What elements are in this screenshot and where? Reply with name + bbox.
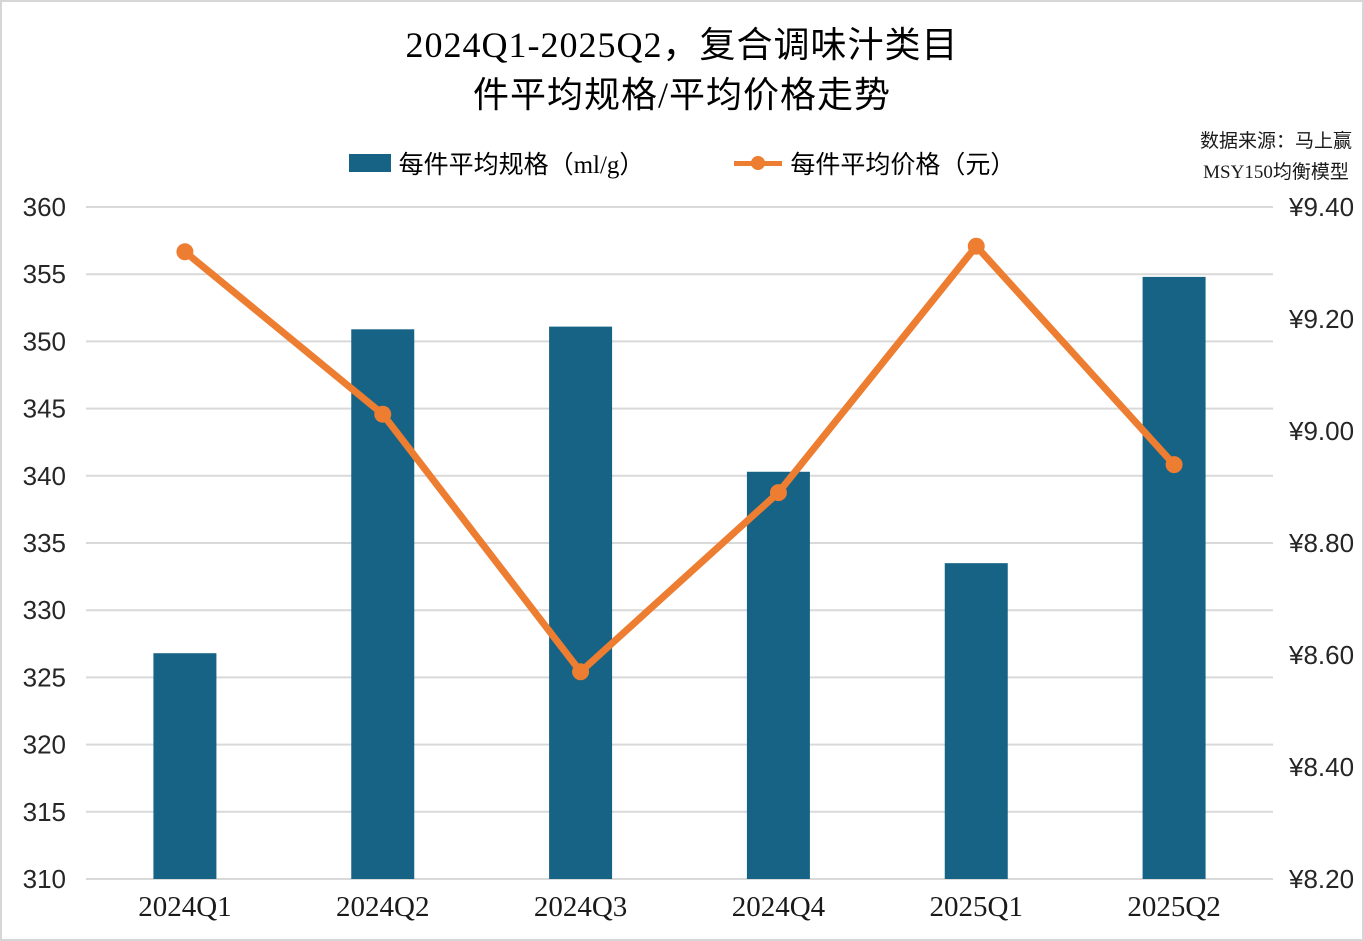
- bar: [1142, 276, 1206, 879]
- left-axis-tick-label: 330: [23, 595, 66, 625]
- data-source-line1: 数据来源：马上赢: [1199, 131, 1352, 152]
- line-dot-swatch-icon: [734, 156, 783, 170]
- right-axis-tick-label: ¥9.40: [1288, 192, 1354, 222]
- bar-swatch-icon: [348, 154, 391, 172]
- data-source: 数据来源：马上赢 MSY150均衡模型: [1200, 126, 1352, 188]
- left-axis-tick-label: 340: [23, 461, 66, 491]
- bar: [549, 326, 613, 880]
- legend: 每件平均规格（ml/g） 每件平均价格（元）: [2, 145, 1362, 181]
- x-axis-label: 2024Q4: [732, 891, 826, 923]
- left-axis-tick-label: 310: [23, 864, 66, 894]
- left-axis-tick-label: 355: [23, 259, 66, 289]
- right-axis-tick-label: ¥9.00: [1288, 416, 1354, 446]
- x-axis-label: 2025Q2: [1127, 891, 1220, 923]
- price-point: [967, 237, 985, 255]
- left-axis-tick-label: 325: [23, 662, 66, 692]
- bar: [153, 653, 217, 879]
- chart-title-line2: 件平均规格/平均价格走势: [472, 75, 891, 115]
- right-axis-tick-label: ¥8.80: [1288, 528, 1354, 558]
- bar: [944, 563, 1008, 879]
- legend-label-avg-spec: 每件平均规格（ml/g）: [398, 152, 645, 179]
- price-point: [1165, 456, 1183, 474]
- price-point: [374, 405, 392, 423]
- bar: [746, 471, 810, 879]
- right-axis-tick-label: ¥8.40: [1288, 752, 1354, 782]
- price-point: [769, 484, 787, 502]
- price-point: [572, 663, 590, 681]
- price-point: [176, 243, 194, 261]
- left-axis-tick-label: 345: [23, 394, 66, 424]
- right-axis-tick-label: ¥9.20: [1288, 304, 1354, 334]
- x-axis-label: 2024Q3: [534, 891, 627, 923]
- x-axis-label: 2025Q1: [930, 891, 1023, 923]
- data-source-line2: MSY150均衡模型: [1203, 162, 1349, 183]
- right-axis-tick-label: ¥8.20: [1288, 864, 1354, 894]
- x-axis-label: 2024Q2: [336, 891, 429, 923]
- x-axis-label: 2024Q1: [138, 891, 231, 923]
- left-axis-tick-label: 360: [23, 192, 66, 222]
- chart-title-line1: 2024Q1-2025Q2，复合调味汁类目: [405, 25, 959, 65]
- legend-item-avg-price: 每件平均价格（元）: [734, 145, 1015, 181]
- legend-label-avg-price: 每件平均价格（元）: [790, 152, 1016, 179]
- legend-item-avg-spec: 每件平均规格（ml/g）: [348, 145, 645, 181]
- line-dot-swatch-dot: [751, 156, 766, 170]
- right-axis-tick-label: ¥8.60: [1288, 640, 1354, 670]
- left-axis-tick-label: 350: [23, 326, 66, 356]
- left-axis-tick-label: 320: [23, 730, 66, 760]
- price-line: [181, 242, 1178, 676]
- left-axis-tick-label: 315: [23, 797, 66, 827]
- left-axis-tick-label: 335: [23, 528, 66, 558]
- chart-title: 2024Q1-2025Q2，复合调味汁类目 件平均规格/平均价格走势: [2, 20, 1362, 120]
